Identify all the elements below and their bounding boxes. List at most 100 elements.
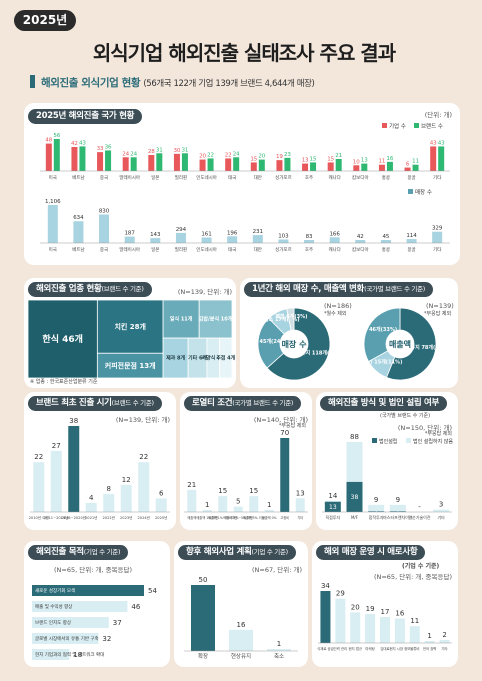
donut-stores-label: 감소 17개(9%) — [264, 316, 300, 323]
section-bar — [30, 75, 35, 88]
value-corp: 38 — [351, 494, 359, 501]
bar-nocorp — [433, 509, 450, 512]
hbar — [32, 601, 128, 612]
panel-purpose: 해외진출 목적(기업 수 기준) (N=65, 단위: 개, 중복응답) 새로운… — [24, 541, 170, 667]
bar-brands — [156, 153, 163, 171]
treemap-label: 주점 4개 — [216, 355, 235, 362]
bar-companies — [430, 146, 437, 171]
label-companies: 30 — [173, 148, 180, 154]
panel-method-note2: *무응답 제외 — [424, 431, 452, 437]
tick-country-stores: 캄보디아 — [352, 246, 369, 253]
bar-companies — [173, 153, 180, 171]
royalty-chart: 21 매출액 1 매출액 1% 미만 15 매출액 1%~3% 미만 5 매출액 3%~5% … — [184, 429, 308, 520]
bar-tick: 매출액 — [187, 515, 196, 520]
bar-value: 1 — [267, 501, 271, 509]
legend-swatch-nocorp — [406, 438, 411, 443]
bar-brands — [233, 157, 240, 171]
treemap-cell — [96, 352, 164, 379]
bar-tick: 고정비 — [280, 515, 289, 520]
bar-tick: 임대료 — [380, 646, 389, 651]
tick-country-stores: 미국 — [49, 246, 57, 253]
bar-corp — [346, 481, 363, 512]
bar-nocorp — [324, 500, 341, 502]
bar-companies — [122, 157, 129, 171]
bar-tick: 매출액 3%~5% 미만 — [224, 515, 254, 520]
hbar-label: 매출 및 수익성 향상 — [35, 603, 72, 610]
label-brands: 24 — [130, 151, 137, 157]
bar-value: 15 — [249, 487, 258, 495]
bar — [138, 462, 150, 512]
panel-plan-title: 향후 해외사업 계획(기업 수 기준) — [178, 545, 296, 560]
bar — [120, 484, 132, 512]
label-brands: 22 — [207, 152, 214, 158]
label-stores: 166 — [329, 231, 340, 237]
bar-stores — [329, 237, 340, 243]
bar — [320, 591, 331, 643]
label-brands: 43 — [438, 140, 445, 146]
tick-country-stores: 태국 — [228, 246, 236, 253]
panel-difficulty-title-sub: (기업 수 기준) — [402, 563, 440, 570]
label-stores: 114 — [406, 233, 417, 239]
tick-country-stores: 호주 — [305, 247, 313, 253]
panel-difficulty-note: (N=65, 단위: 개, 중복응답) — [373, 573, 452, 581]
panel-plan: 향후 해외사업 계획(기업 수 기준) (N=67, 단위: 개) 50 확장 16… — [174, 541, 308, 667]
purpose-chart: 새로운 성장기회 모색 54 매출 및 수익성 향상 46 브랜드 인지도 향상 37 글로… — [32, 585, 157, 660]
bar — [267, 649, 291, 651]
bar-stores — [278, 239, 289, 243]
panel-first: 브랜드 최초 진출 시기(브랜드 수 기준) (N=139, 단위: 개) 22… — [24, 392, 176, 530]
bar-stores — [227, 236, 238, 243]
bar — [218, 496, 228, 512]
bar-tick: 2021년 — [85, 515, 97, 520]
donut-sales-hole — [385, 329, 415, 359]
bar-value: 8 — [107, 485, 111, 493]
treemap-cell — [198, 299, 233, 339]
bar-stores — [150, 238, 161, 243]
year-badge: 2025년 — [14, 10, 76, 31]
label-stores: 231 — [253, 229, 264, 235]
bar-value: 19 — [366, 605, 375, 613]
label-companies: 22 — [225, 152, 232, 158]
panel-change-title-text: 1년간 해외 매장 수, 매출액 변화 — [252, 284, 365, 294]
hbar-value: 32 — [102, 635, 111, 643]
panel-royalty-title-sub: (국가별 브랜드 수 기준) — [232, 399, 294, 407]
tick-country: 대만 — [254, 174, 262, 181]
panel-royalty-title-text: 로열티 조건 — [192, 398, 233, 408]
bar-companies — [378, 164, 385, 171]
panel-difficulty: 해외 매장 운영 시 애로사항 (기업 수 기준) (N=65, 단위: 개, … — [312, 541, 458, 667]
panel-plan-note: (N=67, 단위: 개) — [252, 566, 302, 574]
bar-brands — [412, 164, 419, 171]
bar — [295, 498, 305, 512]
panel-change-left-note2: *월수 제외 — [324, 311, 347, 317]
tick-country: 중국 — [100, 175, 108, 181]
panel-plan-title-text: 향후 해외사업 계획 — [186, 547, 252, 557]
bar-stores — [99, 214, 110, 243]
bar-companies — [327, 162, 334, 171]
bar-companies — [97, 152, 104, 171]
value-total: 14 — [328, 492, 337, 500]
bar-value: 6 — [159, 489, 164, 497]
bar-value: 34 — [321, 582, 330, 590]
bar-tick: 2011~2015년 — [44, 515, 69, 520]
bar — [103, 493, 115, 512]
bar — [50, 450, 62, 512]
label-stores: 103 — [278, 233, 289, 239]
panel-first-title-sub: (브랜드 수 기준) — [111, 399, 154, 407]
bar-value: 1 — [277, 640, 281, 648]
tick-country-stores: 필리핀 — [175, 246, 187, 253]
tick-country: 호주 — [305, 175, 313, 181]
panel-method: 해외진출 방식 및 법인 설립 여부 (국가별 브랜드 수 기준) (N=150… — [316, 392, 458, 530]
tick-country: 싱가포르 — [275, 174, 292, 181]
bar-tick: 물류비 — [410, 646, 419, 651]
tick-country-stores: 기타 — [433, 246, 442, 253]
tick-country: 일본 — [151, 174, 159, 181]
bar-tick: 축소 — [274, 652, 284, 660]
bar-brands — [438, 146, 445, 171]
bar — [394, 618, 405, 643]
value-corp: 13 — [329, 504, 337, 511]
bar-brands — [284, 157, 291, 171]
label-brands: 31 — [156, 147, 163, 153]
label-brands: 16 — [386, 156, 393, 162]
bar-brands — [181, 153, 188, 171]
bar — [350, 612, 361, 643]
treemap-label: 커피전문점 13개 — [105, 361, 156, 370]
